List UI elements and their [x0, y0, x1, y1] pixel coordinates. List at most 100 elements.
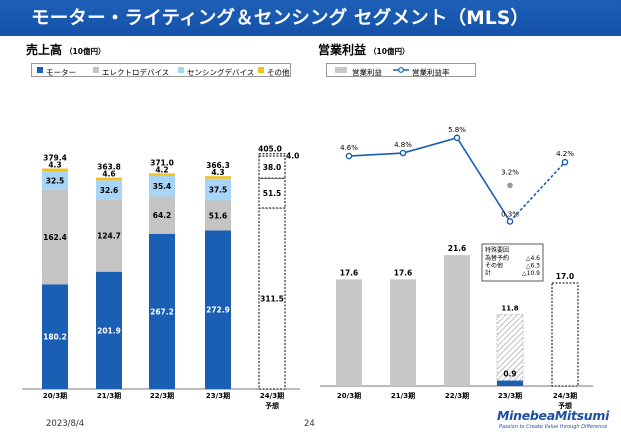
special-item-value-2: △10.9 [522, 270, 540, 277]
sales-label-0-2: 267.2 [150, 307, 174, 316]
sales-label-3-3: 4.3 [211, 168, 224, 177]
profit-bar-forecast [551, 282, 579, 387]
company-logo: MinebeaMitsumi Passion to Create Value t… [497, 408, 610, 436]
margin-label-1: 4.8% [394, 141, 412, 149]
legend-label-electro: エレクトロデバイス [102, 68, 170, 77]
special-factors-box [481, 243, 544, 282]
profit-bar-special-excluded [496, 314, 524, 387]
sales-category-3: 23/3期 [206, 391, 230, 400]
special-item-value-1: △6.3 [526, 263, 540, 270]
profit-category-note-4: 予想 [558, 401, 572, 410]
margin-label-4: 4.2% [556, 150, 574, 158]
margin-adjusted-label: 3.2% [501, 168, 519, 176]
profit-category-0: 20/3期 [337, 391, 361, 400]
title-bar: モーター・ライティング＆センシング セグメント（MLS） [0, 0, 621, 36]
sales-bar-2-0 [42, 171, 68, 190]
sales-label-0-4: 311.5 [260, 295, 284, 304]
sales-bar-0-2 [149, 233, 175, 389]
sales-bar-1-0 [42, 189, 68, 285]
sales-category-4: 24/3期 [260, 391, 284, 400]
profit-bar-3 [497, 380, 523, 386]
sales-label-1-1: 124.7 [97, 231, 121, 240]
sales-label-3-0: 4.3 [48, 161, 61, 170]
sales-title: 売上高 [26, 43, 63, 57]
sales-label-1-2: 64.2 [153, 211, 172, 220]
sales-total-1: 363.8 [97, 163, 121, 172]
sales-category-2: 22/3期 [150, 391, 174, 400]
margin-point-3 [506, 218, 514, 225]
sales-bar-forecast-2 [258, 155, 286, 179]
sales-label-3-4: 4.0 [286, 152, 299, 161]
sales-category-1: 21/3期 [97, 391, 121, 400]
legend-label-other: その他 [267, 68, 290, 77]
sales-total-3: 366.3 [206, 161, 230, 170]
sales-bar-0-1 [96, 271, 122, 389]
sales-label-1-3: 51.6 [209, 211, 228, 220]
sales-label-3-2: 4.2 [155, 165, 168, 174]
sales-label-2-1: 32.6 [100, 186, 119, 195]
legend-swatch-profit [335, 67, 347, 73]
profit-section-title: 営業利益 （10億円） [318, 41, 409, 58]
sales-label-0-0: 180.2 [43, 333, 67, 342]
legend-line-margin-icon [393, 67, 409, 73]
margin-label-2: 5.8% [448, 126, 466, 134]
sales-bar-3-2 [149, 173, 175, 176]
margin-line-actual [348, 136, 511, 222]
sales-bar-3-1 [96, 177, 122, 181]
special-item-label-0: 為替予約 [485, 254, 509, 262]
sales-bar-1-3 [205, 200, 231, 231]
sales-bar-2-2 [149, 175, 175, 197]
legend-label-sensing: センシングデバイス [187, 68, 255, 77]
sales-legend: モーター エレクトロデバイス センシングデバイス その他 [31, 63, 291, 77]
sales-bar-3-3 [205, 176, 231, 179]
sales-label-2-4: 38.0 [263, 163, 282, 172]
sales-label-3-1: 4.6 [102, 170, 115, 179]
legend-swatch-electro [93, 67, 99, 73]
margin-point-2 [453, 134, 461, 142]
sales-label-2-2: 35.4 [153, 182, 172, 191]
logo-wordmark: MinebeaMitsumi [497, 408, 610, 423]
sales-label-0-1: 201.9 [97, 326, 121, 335]
profit-title: 営業利益 [318, 43, 367, 57]
legend-label-margin: 営業利益率 [412, 68, 450, 77]
profit-bar-2 [444, 255, 470, 386]
sales-label-2-0: 32.5 [46, 177, 65, 186]
special-item-value-0: △4.6 [526, 255, 540, 262]
margin-adjusted-point [507, 182, 513, 189]
sales-bar-forecast-0 [258, 207, 286, 390]
margin-label-0: 4.6% [340, 144, 358, 152]
sales-label-1-0: 162.4 [43, 233, 67, 242]
sales-label-0-3: 272.9 [206, 306, 230, 315]
sales-bar-2-1 [96, 180, 122, 200]
profit-category-1: 21/3期 [391, 391, 415, 400]
page-number: 24 [304, 419, 315, 429]
margin-point-1 [399, 149, 407, 157]
sales-bar-3-0 [42, 168, 68, 172]
profit-category-4: 24/3期 [553, 391, 577, 400]
sales-label-1-4: 51.5 [263, 189, 282, 198]
legend-swatch-other [258, 67, 264, 73]
special-factors-title: 特殊要因 [485, 246, 509, 254]
profit-bar-1 [390, 279, 416, 386]
profit-label-0: 17.6 [340, 268, 359, 277]
footer-date: 2023/8/4 [46, 419, 85, 429]
profit-label-3: 0.9 [503, 370, 516, 379]
sales-bar-1-1 [96, 199, 122, 272]
sales-category-note-4: 予想 [265, 401, 279, 410]
sales-bar-forecast-3 [258, 153, 286, 157]
profit-category-3: 23/3期 [498, 391, 522, 400]
slide-title: モーター・ライティング＆センシング セグメント（MLS） [31, 8, 530, 29]
margin-point-4 [561, 158, 569, 166]
margin-label-3: 0.3% [501, 210, 519, 218]
profit-special-label: 11.8 [501, 304, 518, 312]
profit-unit: （10億円） [369, 47, 410, 56]
legend-label-profit: 営業利益 [352, 68, 382, 77]
sales-bar-2-3 [205, 178, 231, 201]
sales-total-4: 405.0 [258, 145, 282, 154]
margin-line-forecast [509, 161, 566, 222]
legend-label-motor: モーター [46, 68, 76, 77]
legend-swatch-sensing [178, 67, 184, 73]
special-item-label-1: その他 [485, 262, 503, 270]
